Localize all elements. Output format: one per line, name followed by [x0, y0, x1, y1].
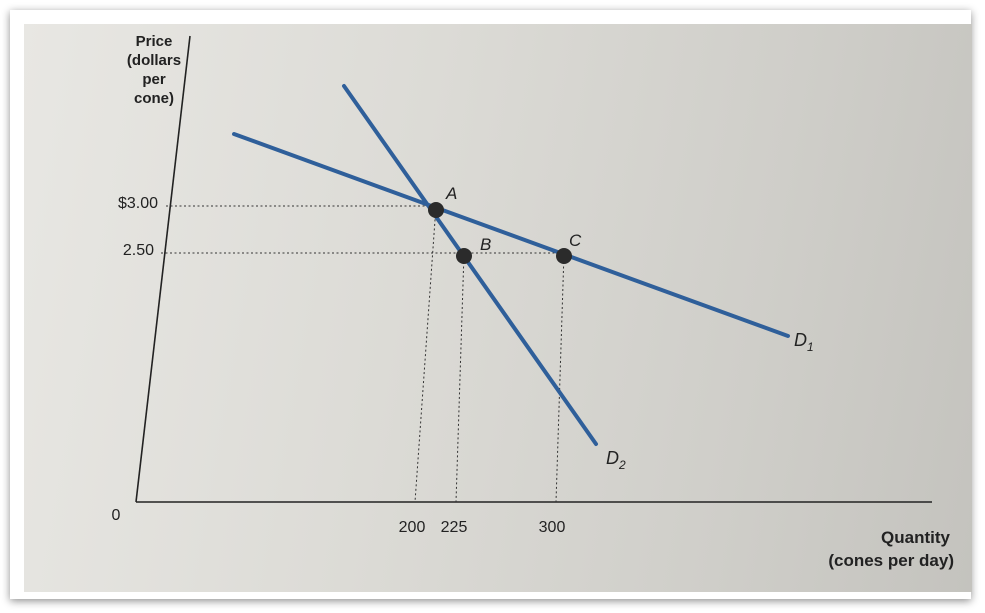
point-a-label: A [445, 184, 457, 203]
x-axis-label-line-1: Quantity [881, 528, 950, 547]
demand-curve-d2 [342, 84, 598, 446]
x-axis-label-line-2: (cones per day) [828, 551, 954, 570]
textbook-page: ​ Price (dollars per cone) $3.00 2.50 0 … [24, 24, 972, 592]
y-axis [135, 35, 191, 503]
d1-label: D1 [794, 330, 814, 354]
d2-label: D2 [606, 448, 626, 472]
guide-c-vertical [555, 252, 565, 503]
point-c-label: C [569, 231, 582, 250]
y-axis-label-line-2: (dollars [127, 52, 181, 69]
guide-a-vertical [414, 205, 437, 503]
x-tick-label-300: 300 [539, 519, 566, 536]
y-axis-label-line-1: Price [136, 33, 173, 50]
screenshot-frame: ​ Price (dollars per cone) $3.00 2.50 0 … [10, 10, 972, 599]
demand-curve-d1 [232, 132, 790, 338]
y-axis-label-line-3: per [142, 71, 166, 88]
x-tick-label-225: 225 [441, 519, 468, 536]
point-b-label: B [480, 235, 491, 254]
point-b-dot [456, 248, 472, 264]
point-c-dot [556, 248, 572, 264]
guide-b-vertical [455, 252, 465, 503]
y-axis-label-line-4: cone) [134, 90, 174, 107]
x-tick-label-200: 200 [399, 519, 426, 536]
point-a-dot [428, 202, 444, 218]
origin-label: 0 [112, 507, 121, 524]
demand-elasticity-chart: Price (dollars per cone) $3.00 2.50 0 20… [112, 33, 954, 570]
y-tick-label-3: $3.00 [118, 195, 158, 212]
y-tick-label-2-5: 2.50 [123, 242, 154, 259]
